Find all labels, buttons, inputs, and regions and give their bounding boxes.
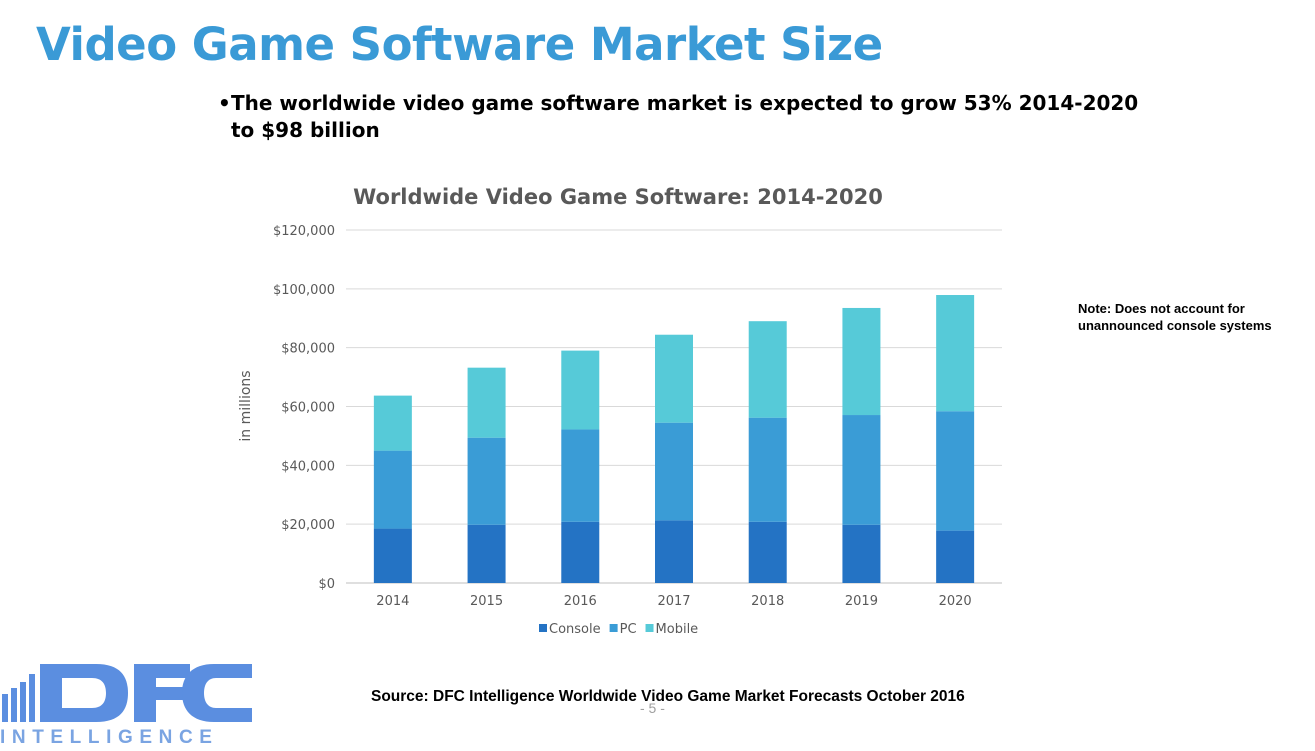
bar-console-2020 [936,530,975,583]
y-tick-label: $120,000 [273,224,335,239]
bar-mobile-2014 [373,395,412,451]
bar-pc-2014 [373,450,412,529]
bar-mobile-2015 [467,367,506,438]
bar-console-2014 [373,528,412,583]
bar-pc-2016 [561,429,600,522]
x-tick-label: 2020 [939,594,972,609]
bar-console-2015 [467,524,506,583]
y-tick-label: $80,000 [281,342,335,357]
x-tick-label: 2017 [657,594,690,609]
y-tick-label: $40,000 [281,459,335,474]
bar-mobile-2018 [748,321,787,418]
bar-pc-2015 [467,437,506,525]
legend-swatch-pc [609,624,618,632]
bar-pc-2020 [936,411,975,531]
bar-mobile-2020 [936,295,975,412]
bar-console-2017 [655,520,693,583]
bullet-dot-icon: • [218,91,231,115]
bar-console-2018 [748,521,787,583]
bar-console-2019 [842,524,881,583]
slide-title: Video Game Software Market Size [36,18,883,71]
y-tick-label: $100,000 [273,283,335,298]
logo-subtitle: INTELLIGENCE [0,727,219,748]
legend-label-mobile: Mobile [656,622,699,637]
y-axis-label: in millions [238,370,254,441]
x-tick-label: 2018 [751,594,784,609]
y-tick-label: $20,000 [281,518,335,533]
legend-swatch-mobile [645,624,654,632]
x-tick-label: 2019 [845,594,878,609]
y-tick-label: $0 [318,577,335,592]
chart-title: Worldwide Video Game Software: 2014-2020 [353,185,883,209]
bar-mobile-2019 [842,307,881,416]
dfc-logo [2,664,252,722]
legend-label-pc: PC [620,622,637,637]
bullet-point: • The worldwide video game software mark… [218,90,1158,144]
bar-pc-2017 [655,422,693,521]
bar-mobile-2017 [655,334,693,423]
x-tick-label: 2014 [376,594,409,609]
bullet-text: The worldwide video game software market… [231,91,1139,142]
legend-swatch-console [539,624,547,632]
legend-label-console: Console [549,622,601,637]
bar-console-2016 [561,521,600,583]
x-tick-label: 2015 [470,594,503,609]
bar-pc-2018 [748,417,787,522]
x-tick-label: 2016 [564,594,597,609]
bar-mobile-2016 [561,350,600,430]
source-text: Source: DFC Intelligence Worldwide Video… [371,688,965,705]
chart-note: Note: Does not account for unannounced c… [1078,301,1272,333]
y-tick-label: $60,000 [281,401,335,416]
bar-pc-2019 [842,415,881,525]
page-number: - 5 - [640,700,665,716]
